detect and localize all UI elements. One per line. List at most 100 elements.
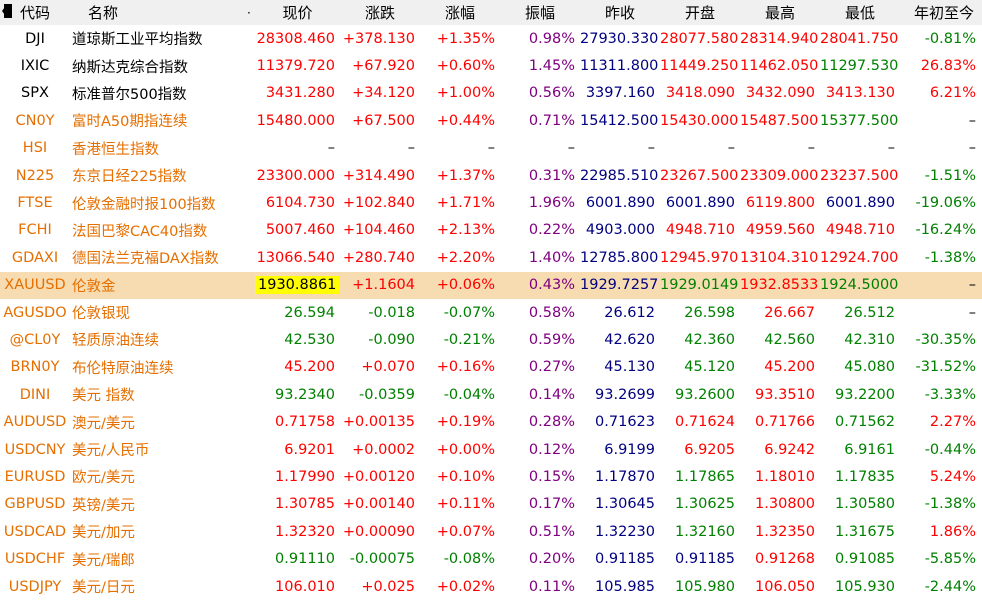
cell-price: 5007.460 — [265, 222, 335, 239]
cell-prev-close: 105.985 — [595, 578, 655, 595]
cell-change: – — [407, 140, 415, 157]
cell-high: 45.200 — [764, 359, 815, 376]
cell-change: +314.490 — [342, 167, 415, 184]
table-row[interactable]: DINI 美元 指数 93.2340 -0.0359 -0.04% 0.14% 93.269… — [0, 381, 982, 408]
table-row[interactable]: XAUUSD 伦敦金 1930.8861 +1.1604 +0.06% 0.43% 1929… — [0, 271, 982, 299]
cell-name: 伦敦金 — [72, 278, 116, 295]
table-row[interactable]: AGUSDO 伦敦银现 26.594 -0.018 -0.07% 0.58% 26.612 2… — [0, 299, 982, 326]
cell-price: 15480.000 — [256, 112, 335, 129]
cell-high: 23309.000 — [740, 167, 819, 184]
cell-prev-close: 15412.500 — [580, 112, 659, 129]
cell-low: 26.512 — [844, 304, 895, 321]
table-row[interactable]: FCHI 法国巴黎CAC40指数 5007.460 +104.460 +2.13% 0.2… — [0, 217, 982, 244]
cell-pct: +1.37% — [436, 167, 495, 184]
cell-high: 26.667 — [764, 304, 815, 321]
cell-high: 11462.050 — [740, 58, 819, 75]
header-high[interactable]: 最高 — [764, 4, 795, 22]
cell-pct: +0.02% — [436, 578, 495, 595]
cell-price: 1.32320 — [275, 523, 335, 540]
cell-change: +0.0002 — [352, 441, 415, 458]
cell-ytd: 26.83% — [920, 58, 976, 75]
table-row[interactable]: @CL0Y 轻质原油连续 42.530 -0.090 -0.21% 0.59% 42.620… — [0, 326, 982, 353]
column-settings-icon[interactable] — [2, 4, 12, 18]
cell-ytd: -16.24% — [915, 222, 976, 239]
cell-low: 3413.130 — [825, 85, 895, 102]
cell-code: FCHI — [18, 222, 52, 239]
cell-pct: -0.07% — [443, 304, 495, 321]
header-change[interactable]: 涨跌 — [364, 4, 395, 22]
cell-change: +67.500 — [352, 112, 415, 129]
cell-prev-close: 12785.800 — [580, 249, 659, 266]
cell-amplitude: 0.14% — [528, 386, 575, 403]
cell-ytd: 5.24% — [929, 468, 976, 485]
cell-low: – — [887, 140, 895, 157]
cell-high: 28314.940 — [740, 30, 819, 47]
table-row[interactable]: USDCHF 美元/瑞郎 0.91110 -0.00075 -0.08% 0.20% 0.9… — [0, 545, 982, 572]
cell-prev-close: 27930.330 — [580, 30, 659, 47]
cell-ytd: -1.38% — [924, 496, 976, 513]
table-row[interactable]: EURUSD 欧元/美元 1.17990 +0.00120 +0.10% 0.15% 1.1… — [0, 463, 982, 490]
cell-low: 15377.500 — [820, 112, 899, 129]
cell-name: 美元/人民币 — [72, 443, 150, 460]
table-row[interactable]: GDAXI 德国法兰克福DAX指数 13066.540 +280.740 +2.20% 1… — [0, 244, 982, 271]
cell-name: 标准普尔500指数 — [72, 86, 187, 103]
cell-high: 15487.500 — [740, 112, 819, 129]
cell-open: 4948.710 — [665, 222, 735, 239]
cell-price: 11379.720 — [256, 58, 335, 75]
cell-name: 法国巴黎CAC40指数 — [72, 223, 208, 240]
cell-amplitude: 0.56% — [528, 85, 575, 102]
cell-pct: +0.11% — [436, 496, 495, 513]
table-row[interactable]: N225 东京日经225指数 23300.000 +314.490 +1.37% 0.31… — [0, 162, 982, 189]
cell-change: +67.920 — [352, 58, 415, 75]
cell-high: 42.560 — [764, 331, 815, 348]
cell-name: 美元/日元 — [72, 580, 135, 596]
cell-pct: +2.20% — [436, 249, 495, 266]
header-code[interactable]: 代码 — [19, 4, 50, 22]
table-row[interactable]: HSI 香港恒生指数 – – – – – – – – – — [0, 135, 982, 162]
table-row[interactable]: AUDUSD 澳元/美元 0.71758 +0.00135 +0.19% 0.28% 0.7… — [0, 408, 982, 435]
cell-pct: -0.08% — [443, 551, 495, 568]
header-pct[interactable]: 涨幅 — [444, 4, 475, 22]
cell-amplitude: 0.43% — [528, 277, 575, 294]
cell-change: +0.00140 — [342, 496, 415, 513]
table-row[interactable]: IXIC 纳斯达克综合指数 11379.720 +67.920 +0.60% 1.45% 1… — [0, 52, 982, 79]
table-row[interactable]: USDCNY 美元/人民币 6.9201 +0.0002 +0.00% 0.12% 6.91… — [0, 436, 982, 463]
cell-pct: -0.21% — [443, 331, 495, 348]
header-price[interactable]: 现价 — [282, 4, 313, 22]
cell-open: 0.91185 — [675, 551, 735, 568]
cell-change: +0.00120 — [342, 468, 415, 485]
header-name[interactable]: 名称 — [88, 4, 119, 22]
table-header: 代码 名称 · 现价 涨跌 涨幅 振幅 昨收 开盘 最高 最低 年初至今 — [0, 0, 982, 25]
cell-name: 美元/加元 — [72, 525, 135, 542]
cell-ytd: 2.27% — [929, 414, 976, 431]
table-row[interactable]: CN0Y 富时A50期指连续 15480.000 +67.500 +0.44% 0.71%… — [0, 107, 982, 134]
table-row[interactable]: BRN0Y 布伦特原油连续 45.200 +0.070 +0.16% 0.27% 45.13… — [0, 354, 982, 381]
cell-code: SPX — [21, 85, 49, 102]
cell-pct: -0.04% — [443, 386, 495, 403]
cell-amplitude: 0.71% — [528, 112, 575, 129]
table-row[interactable]: GBPUSD 英镑/美元 1.30785 +0.00140 +0.11% 0.17% 1.3… — [0, 491, 982, 518]
header-open[interactable]: 开盘 — [684, 4, 715, 22]
cell-ytd: -30.35% — [915, 331, 976, 348]
cell-prev-close: 0.71623 — [595, 414, 655, 431]
table-row[interactable]: FTSE 伦敦金融时报100指数 6104.730 +102.840 +1.71% 1.9… — [0, 189, 982, 216]
header-ytd[interactable]: 年初至今 — [913, 4, 974, 22]
cell-amplitude: 0.17% — [528, 496, 575, 513]
cell-ytd: – — [968, 112, 976, 129]
cell-high: 6119.800 — [745, 195, 815, 212]
cell-low: 105.930 — [835, 578, 895, 595]
cell-low: 0.91085 — [835, 551, 895, 568]
header-low[interactable]: 最低 — [844, 4, 875, 22]
header-amplitude[interactable]: 振幅 — [524, 4, 555, 22]
header-prev-close[interactable]: 昨收 — [604, 4, 635, 22]
cell-amplitude: 1.40% — [528, 249, 575, 266]
cell-prev-close: 1.30645 — [595, 496, 655, 513]
table-row[interactable]: DJI 道琼斯工业平均指数 28308.460 +378.130 +1.35% 0.98%… — [0, 25, 982, 52]
table-row[interactable]: USDCAD 美元/加元 1.32320 +0.00090 +0.07% 0.51% 1.3… — [0, 518, 982, 545]
cell-change: +0.00135 — [342, 414, 415, 431]
table-row[interactable]: USDJPY 美元/日元 106.010 +0.025 +0.02% 0.11% 105.9… — [0, 573, 982, 600]
cell-price: 106.010 — [275, 578, 335, 595]
table-row[interactable]: SPX 标准普尔500指数 3431.280 +34.120 +1.00% 0.56% 33… — [0, 80, 982, 107]
cell-amplitude: 0.20% — [528, 551, 575, 568]
